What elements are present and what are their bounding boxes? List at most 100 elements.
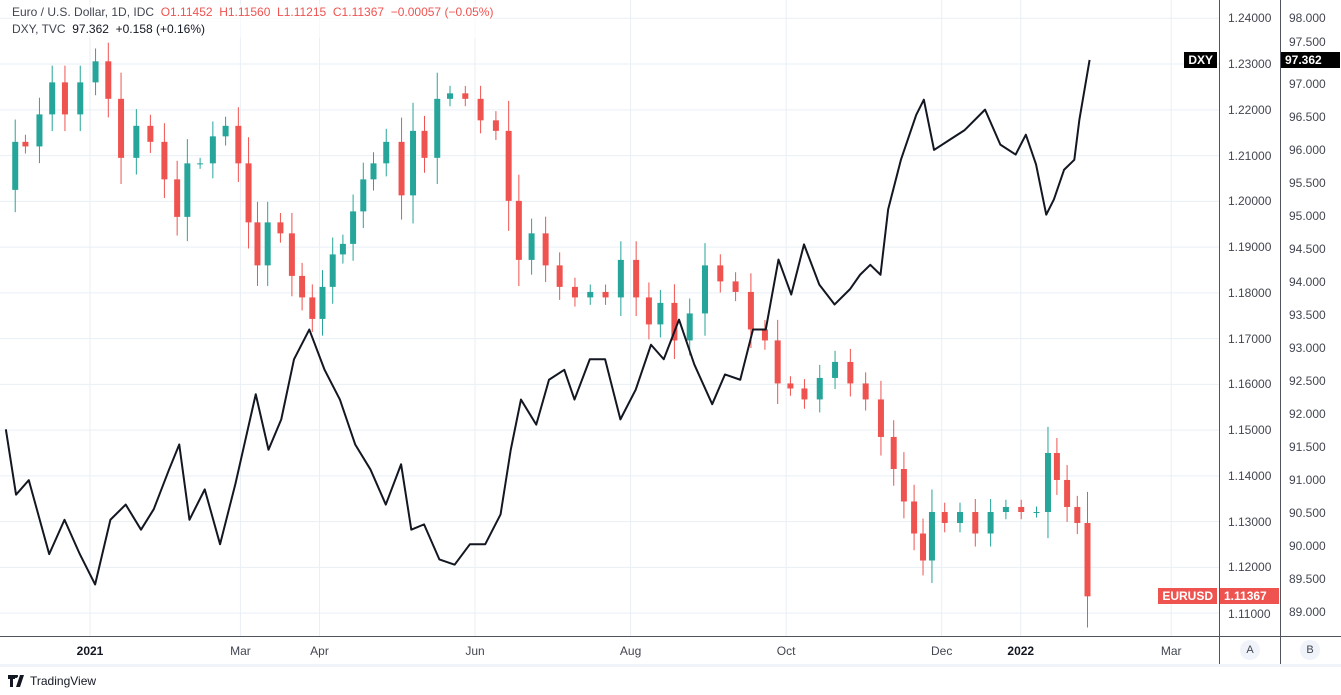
dxy-axis-tick: 91.000 <box>1289 473 1326 488</box>
candle-body <box>360 179 367 212</box>
dxy-axis-tick: 98.000 <box>1289 10 1326 25</box>
axis-divider <box>1219 636 1220 664</box>
dxy-axis-tick: 95.500 <box>1289 175 1326 190</box>
brand-name: TradingView <box>30 674 97 688</box>
candle-body <box>1074 506 1081 523</box>
dxy-axis-tick: 97.500 <box>1289 34 1326 49</box>
candle-body <box>245 163 252 223</box>
compare-change: +0.158 (+0.16%) <box>115 22 206 36</box>
candle-body <box>617 259 624 298</box>
time-axis-tick: Oct <box>776 644 796 658</box>
time-axis-tick: Aug <box>619 644 642 658</box>
dxy-axis-tick: 95.000 <box>1289 208 1326 223</box>
tradingview-logo-icon <box>8 675 24 687</box>
candle-body <box>542 233 549 266</box>
dxy-axis-tick: 93.000 <box>1289 341 1326 356</box>
candle-body <box>1084 522 1091 597</box>
eurusd-axis-tick: 1.12000 <box>1228 560 1272 575</box>
eurusd-axis-tick: 1.19000 <box>1228 240 1272 255</box>
dxy-series-tag: DXY <box>1184 51 1217 68</box>
eurusd-price-axis[interactable]: 1.24000 1.23000 1.22000 1.21000 1.20000 1.190… <box>1219 0 1281 636</box>
compare-value: 97.362 <box>72 22 109 36</box>
eurusd-axis-tick: 1.18000 <box>1228 285 1272 300</box>
candle-body <box>515 200 522 260</box>
candle-body <box>761 329 768 341</box>
ohlc-high: H1.11560 <box>219 5 271 19</box>
candle-body <box>602 291 609 298</box>
candle-body <box>1044 452 1051 513</box>
candle-body <box>319 286 326 319</box>
candle-body <box>147 125 154 142</box>
candle-body <box>161 141 168 180</box>
candle-body <box>209 136 216 164</box>
eurusd-series-tag: EURUSD <box>1158 588 1217 605</box>
candle-body <box>505 130 512 201</box>
candle-body <box>957 512 963 523</box>
candle-body <box>299 275 306 298</box>
candle-body <box>105 61 112 99</box>
time-axis-tick: Apr <box>310 644 329 658</box>
candle-body <box>686 313 693 341</box>
eurusd-axis-tick: 1.14000 <box>1228 468 1272 483</box>
footer <box>0 664 1341 695</box>
dxy-price-axis[interactable]: 98.000 97.500 97.000 96.500 96.000 95.500 95.0… <box>1280 0 1341 636</box>
candle-body <box>61 82 68 115</box>
candle-body <box>732 281 739 292</box>
candle-body <box>477 98 484 121</box>
time-axis-tick: Dec <box>931 644 953 658</box>
eurusd-axis-tick: 1.16000 <box>1228 377 1272 392</box>
tradingview-logo[interactable]: TradingView <box>8 674 96 688</box>
time-axis-tick: Mar <box>230 644 251 658</box>
candle-body <box>288 233 295 276</box>
chart-legend: Euro / U.S. Dollar, 1D, IDC O1.11452 H1.… <box>12 4 494 38</box>
candle-body <box>447 93 453 99</box>
candle-body <box>339 243 346 255</box>
time-axis-tick: 2021 <box>76 644 104 658</box>
candle-body <box>774 340 781 384</box>
candle-body <box>1018 506 1025 513</box>
candle-body <box>920 533 927 561</box>
ohlc-close: C1.11367 <box>332 5 385 19</box>
candle-body <box>277 222 284 234</box>
candle-body <box>941 512 948 523</box>
candle-body <box>12 141 19 190</box>
eurusd-axis-tick: 1.24000 <box>1228 11 1272 26</box>
dxy-axis-tick: 97.000 <box>1289 76 1326 91</box>
candle-body <box>329 254 336 287</box>
candle-body <box>264 222 271 266</box>
candle-body <box>528 233 535 260</box>
candle-body <box>877 399 884 437</box>
dxy-axis-tick: 93.500 <box>1289 308 1326 323</box>
auto-scale-button-b[interactable]: B <box>1300 640 1320 660</box>
candle-body <box>928 512 935 561</box>
candle-body <box>900 468 907 502</box>
time-axis-tick: Mar <box>1160 644 1182 658</box>
dxy-axis-tick: 94.000 <box>1289 275 1326 289</box>
candle-body <box>847 361 854 384</box>
candle-body <box>862 383 869 400</box>
candle-body <box>254 222 261 266</box>
dxy-line <box>4 59 1091 586</box>
auto-scale-button-a[interactable]: A <box>1240 640 1260 660</box>
dxy-last-price-tag: 97.362 <box>1281 51 1340 68</box>
eurusd-axis-tick: 1.20000 <box>1228 194 1272 209</box>
candle-body <box>890 436 897 469</box>
ohlc-low: L1.11215 <box>277 5 327 19</box>
candle-body <box>118 98 125 158</box>
candle-body <box>235 125 242 164</box>
time-axis-tick: Jun <box>465 644 485 658</box>
candle-body <box>801 388 808 400</box>
candle-body <box>36 114 43 147</box>
price-chart[interactable] <box>0 0 1219 636</box>
candle-body <box>309 297 316 319</box>
time-axis[interactable]: 2021 Mar Apr Jun Aug Oct Dec 2022 Mar <box>0 636 1341 665</box>
candle-body <box>492 120 499 131</box>
candle-body <box>133 125 140 158</box>
dxy-axis-tick: 91.500 <box>1289 440 1326 455</box>
eurusd-axis-tick: 1.17000 <box>1228 331 1272 346</box>
candle-body <box>350 211 357 244</box>
candle-body <box>911 501 918 534</box>
candle-body <box>657 302 664 325</box>
candle-body <box>645 297 652 325</box>
candle-body <box>398 141 405 196</box>
